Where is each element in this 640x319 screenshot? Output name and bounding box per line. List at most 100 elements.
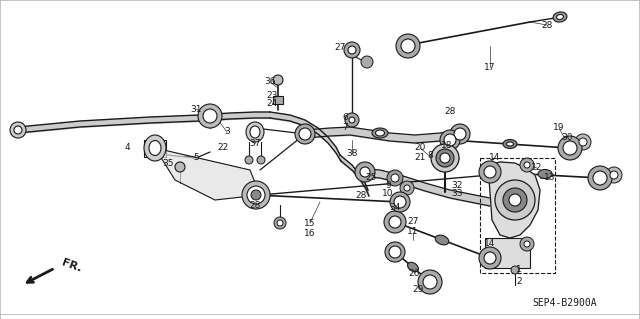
Text: 3: 3 [224, 128, 230, 137]
Circle shape [251, 190, 261, 200]
Text: 12: 12 [531, 164, 543, 173]
Text: 11: 11 [407, 227, 419, 236]
Circle shape [520, 158, 534, 172]
Text: 31: 31 [190, 105, 202, 114]
Circle shape [404, 185, 410, 191]
Text: 15: 15 [304, 219, 316, 227]
Circle shape [520, 237, 534, 251]
Bar [485, 238, 530, 268]
Circle shape [401, 39, 415, 53]
Circle shape [423, 275, 437, 289]
Text: 25: 25 [365, 174, 377, 182]
Ellipse shape [149, 140, 161, 155]
Circle shape [575, 134, 591, 150]
Circle shape [384, 211, 406, 233]
Polygon shape [155, 148, 260, 200]
Text: 22: 22 [218, 143, 228, 152]
Circle shape [440, 153, 450, 163]
Text: 26: 26 [408, 270, 420, 278]
Text: 18: 18 [441, 140, 452, 150]
Circle shape [355, 162, 375, 182]
Circle shape [245, 156, 253, 164]
Text: 4: 4 [124, 143, 130, 152]
Circle shape [454, 128, 466, 140]
Circle shape [495, 180, 535, 220]
Text: 23: 23 [266, 91, 278, 100]
Circle shape [444, 134, 456, 146]
Circle shape [436, 149, 454, 167]
Circle shape [524, 241, 530, 247]
Text: 14: 14 [490, 153, 500, 162]
Circle shape [247, 186, 265, 204]
Circle shape [273, 75, 283, 85]
Ellipse shape [372, 128, 388, 138]
Text: 36: 36 [264, 78, 276, 86]
Circle shape [348, 46, 356, 54]
Circle shape [389, 216, 401, 228]
Circle shape [396, 34, 420, 58]
Text: SEP4-B2900A: SEP4-B2900A [532, 298, 597, 308]
Text: 6: 6 [342, 114, 348, 122]
Text: 5: 5 [193, 152, 199, 161]
Circle shape [431, 144, 459, 172]
Circle shape [198, 104, 222, 128]
Bar [480, 158, 555, 273]
Circle shape [610, 171, 618, 179]
Text: 37: 37 [249, 138, 260, 147]
Text: 24: 24 [266, 100, 278, 108]
Circle shape [385, 242, 405, 262]
Text: 32: 32 [451, 181, 463, 189]
Ellipse shape [435, 235, 449, 245]
Circle shape [277, 220, 283, 226]
Circle shape [389, 246, 401, 258]
Text: 27: 27 [407, 218, 419, 226]
Text: 30: 30 [561, 133, 573, 143]
Text: 35: 35 [163, 159, 173, 167]
Ellipse shape [557, 14, 563, 19]
Text: 28: 28 [355, 190, 367, 199]
Text: 1: 1 [516, 265, 522, 275]
Circle shape [299, 128, 311, 140]
Circle shape [503, 188, 527, 212]
Circle shape [175, 162, 185, 172]
Circle shape [511, 266, 519, 274]
Ellipse shape [246, 122, 264, 142]
Circle shape [558, 136, 582, 160]
Text: 38: 38 [346, 149, 358, 158]
Circle shape [203, 109, 217, 123]
Text: 21: 21 [414, 153, 426, 162]
Circle shape [440, 130, 460, 150]
Circle shape [484, 252, 496, 264]
Circle shape [257, 156, 265, 164]
Circle shape [563, 141, 577, 155]
Bar [273, 96, 283, 104]
Text: 28: 28 [250, 201, 260, 210]
Circle shape [274, 217, 286, 229]
Circle shape [394, 196, 406, 208]
Ellipse shape [553, 12, 567, 22]
Circle shape [14, 126, 22, 134]
Circle shape [10, 122, 26, 138]
Circle shape [593, 171, 607, 185]
Text: 16: 16 [304, 228, 316, 238]
Circle shape [387, 170, 403, 186]
Text: 9: 9 [385, 181, 391, 189]
Circle shape [391, 174, 399, 182]
Circle shape [295, 124, 315, 144]
Circle shape [345, 113, 359, 127]
Circle shape [479, 161, 501, 183]
Text: 2: 2 [516, 277, 522, 286]
Circle shape [242, 181, 270, 209]
Polygon shape [488, 162, 540, 238]
Circle shape [418, 270, 442, 294]
Text: 27: 27 [334, 42, 346, 51]
Ellipse shape [538, 169, 552, 179]
Text: 28: 28 [444, 108, 456, 116]
Text: 29: 29 [412, 285, 424, 293]
Circle shape [579, 138, 587, 146]
Text: 7: 7 [342, 122, 348, 131]
Circle shape [509, 194, 521, 206]
Circle shape [390, 192, 410, 212]
Circle shape [361, 56, 373, 68]
Ellipse shape [144, 135, 166, 161]
